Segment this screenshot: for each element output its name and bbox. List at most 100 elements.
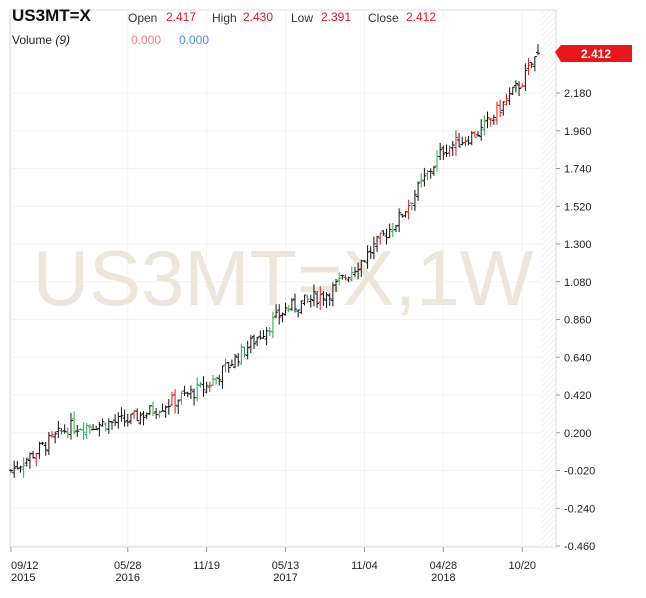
ohlc-bar — [43, 441, 48, 456]
volume-value-2: 0.000 — [179, 33, 210, 47]
ohlc-bar — [68, 413, 73, 440]
x-tick-label: 10/20 — [508, 560, 536, 572]
ohlc-bar — [277, 304, 282, 325]
ohlc-bar — [251, 334, 256, 350]
ohlc-bar — [352, 266, 357, 278]
ohlc-bar — [31, 450, 36, 459]
ohlc-bar — [488, 118, 493, 127]
ohlc-bar — [166, 398, 171, 415]
ohlc-bar — [476, 131, 481, 137]
ohlc-bar — [381, 230, 386, 236]
ohlc-bar — [245, 340, 250, 360]
ohlc-bar — [87, 424, 92, 434]
ohlc-bar — [255, 336, 260, 347]
ohlc-bar — [419, 172, 424, 188]
ohlc-bar — [529, 62, 534, 69]
ohlc-bar — [46, 431, 51, 456]
ohlc-bar — [469, 131, 474, 146]
y-tick-label: -0.020 — [564, 466, 595, 478]
ohlc-bar — [444, 144, 449, 158]
ohlc-bar — [334, 278, 339, 292]
ohlc-bar — [9, 469, 13, 473]
grid — [10, 10, 541, 547]
ohlc-bar — [365, 245, 370, 269]
ohlc-bar — [59, 427, 64, 435]
ohlc-bar — [479, 119, 484, 141]
x-tick-year: 2015 — [11, 572, 35, 584]
ohlc-bar — [441, 145, 446, 161]
close-label: Close — [368, 11, 399, 25]
ohlc-bar — [523, 63, 528, 91]
ohlc-bar — [270, 311, 275, 339]
ohlc-bar — [498, 99, 503, 118]
ohlc-bar — [536, 44, 540, 56]
ohlc-bar — [532, 56, 537, 72]
ohlc-bar — [198, 381, 203, 388]
open-label: Open — [128, 11, 158, 25]
x-tick-year: 2017 — [273, 572, 297, 584]
y-tick-label: 1.080 — [564, 277, 592, 289]
volume-label: Volume (9) — [12, 33, 70, 47]
last-price-value: 2.412 — [581, 47, 611, 61]
open-value: 2.417 — [166, 10, 197, 24]
ohlc-bar — [72, 411, 77, 435]
ohlc-bar — [125, 413, 130, 427]
y-tick-label: 0.200 — [564, 428, 592, 440]
ohlc-bar — [27, 452, 32, 469]
y-tick-label: 0.640 — [564, 352, 592, 364]
ohlc-bar — [185, 391, 190, 398]
ohlc-bar — [324, 292, 329, 309]
ohlc-bar — [409, 202, 414, 211]
ohlc-bar — [447, 145, 452, 157]
ohlc-bar — [517, 81, 522, 97]
ohlc-bar — [343, 274, 348, 281]
close-value: 2.412 — [406, 10, 437, 24]
y-tick-label: 2.180 — [564, 88, 592, 100]
ohlc-bar — [356, 262, 361, 280]
ohlc-bar — [103, 422, 108, 432]
ohlc-bar — [286, 305, 291, 313]
ohlc-bar — [340, 274, 345, 280]
ohlc-bar — [510, 86, 515, 95]
ohlc-bar — [457, 133, 462, 148]
ohlc-bar — [520, 82, 525, 88]
ohlc-bar — [163, 405, 168, 418]
ohlc-bar — [406, 199, 411, 220]
x-tick-label: 11/19 — [193, 560, 220, 572]
ohlc-bar — [397, 208, 402, 233]
ohlc-bar — [84, 423, 89, 439]
ohlc-bar — [151, 401, 156, 417]
ohlc-bar — [122, 409, 127, 427]
ohlc-bar — [62, 424, 67, 434]
ohlc-bar — [438, 142, 443, 161]
ohlc-bar — [116, 412, 121, 429]
ohlc-bar — [362, 260, 367, 263]
x-tick-year: 2016 — [116, 572, 140, 584]
ohlc-bar — [416, 181, 421, 201]
ohlc-bar — [412, 189, 417, 212]
ohlc-bar — [368, 246, 373, 259]
last-price-badge: 2.412 — [555, 45, 632, 62]
ohlc-bar — [450, 141, 455, 157]
ohlc-bar — [113, 414, 118, 427]
ohlc-bar — [296, 309, 301, 318]
ohlc-bar — [223, 358, 228, 373]
y-tick-label: 1.960 — [564, 126, 592, 138]
volume-period: (9) — [55, 33, 71, 47]
ohlc-bar — [422, 167, 427, 187]
ohlc-bar — [460, 136, 465, 146]
ohlc-bar — [220, 365, 225, 389]
ohlc-bar — [15, 460, 20, 470]
ohlc-bar — [302, 294, 307, 306]
ohlc-bar — [349, 266, 354, 282]
ohlc-bar — [504, 93, 509, 106]
ohlc-bar — [169, 391, 174, 406]
ohlc-bar — [482, 115, 487, 136]
ohlc-bar — [233, 353, 238, 369]
y-tick-label: -0.240 — [564, 503, 595, 515]
ohlc-bar — [106, 418, 111, 434]
volume-value-1: 0.000 — [131, 33, 162, 47]
ohlc-bar — [453, 130, 458, 156]
